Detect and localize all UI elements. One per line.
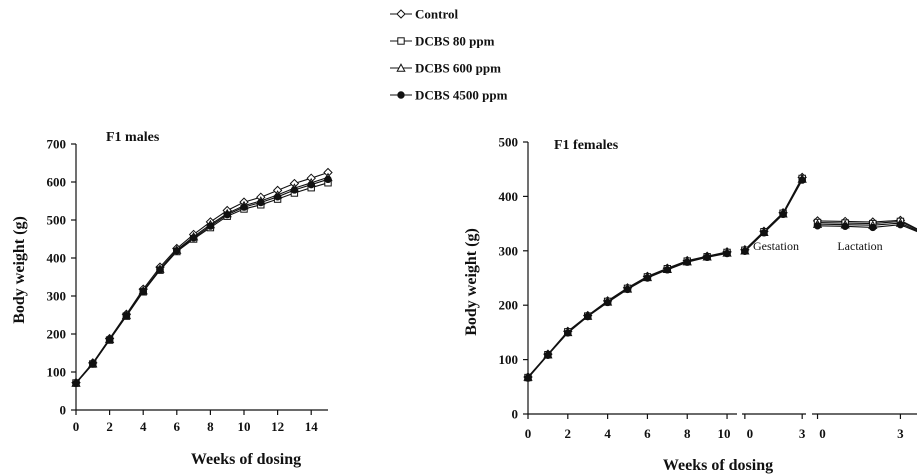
f1-males-point-dcbs-4500-ppm-15	[324, 175, 332, 184]
f1-females-seg1-point-dcbs-4500-ppm-2	[564, 329, 572, 337]
f1-females-seg3-x-tick-label-3: 3	[897, 426, 904, 441]
f1-females-y-tick-label-400: 400	[499, 189, 519, 204]
f1-males-x-tick-label-14: 14	[305, 419, 319, 434]
f1-males-x-axis-label: Weeks of dosing	[191, 451, 301, 468]
f1-females-y-tick-label-200: 200	[499, 298, 519, 313]
f1-females-seg1-point-dcbs-4500-ppm-3	[584, 312, 592, 321]
f1-males-series-line-dcbs-4500-ppm	[75, 178, 329, 384]
f1-females-seg3-x-tick-label-0: 0	[819, 426, 826, 441]
f1-females-seg1-x-tick-label-4: 4	[604, 426, 611, 441]
f1-females-seg2-x-tick-label-3: 3	[799, 426, 806, 441]
f1-females-seg3-point-dcbs-4500-ppm-2	[869, 223, 877, 232]
f1-males-point-dcbs-4500-ppm-3	[122, 312, 131, 320]
f1-males-y-tick-label-300: 300	[47, 289, 67, 304]
f1-males-point-dcbs-4500-ppm-1	[89, 360, 97, 368]
f1-females-seg3-point-dcbs-4500-ppm-0	[813, 222, 822, 230]
f1-females-y-tick-label-500: 500	[499, 135, 519, 150]
f1-females-seg1-series-line-dcbs-80-ppm	[527, 251, 728, 378]
f1-females-seg1-point-dcbs-4500-ppm-9	[703, 253, 711, 262]
f1-males-point-dcbs-4500-ppm-4	[139, 287, 147, 296]
f1-males-x-tick-label-12: 12	[271, 419, 284, 434]
f1-females-seg2-point-dcbs-4500-ppm-3	[798, 176, 806, 184]
f1-males-y-axis-label: Body weight (g)	[11, 216, 28, 324]
f1-males-point-dcbs-4500-ppm-12	[273, 193, 282, 201]
f1-females-chart: F1 females Weeks of dosing Body weight (…	[463, 135, 917, 474]
f1-males-series-line-dcbs-80-ppm	[75, 182, 329, 384]
f1-females-y-tick-label-100: 100	[499, 352, 519, 367]
f1-females-seg3-point-dcbs-4500-ppm-1	[841, 222, 849, 231]
f1-females-x-axis-label: Weeks of dosing	[663, 457, 773, 474]
f1-females-seg1-x-tick-label-10: 10	[718, 426, 731, 441]
f1-males-y-tick-label-0: 0	[60, 403, 67, 418]
gestation-label: Gestation	[753, 239, 799, 253]
f1-females-seg2-point-dcbs-4500-ppm-2	[779, 210, 787, 219]
f1-females-title: F1 females	[554, 138, 619, 153]
f1-males-point-dcbs-4500-ppm-9	[223, 210, 231, 219]
f1-females-seg1-point-dcbs-4500-ppm-7	[663, 266, 672, 274]
f1-females-y-tick-label-300: 300	[499, 243, 519, 258]
f1-males-point-dcbs-4500-ppm-8	[206, 222, 215, 230]
f1-females-seg2-point-dcbs-4500-ppm-1	[760, 229, 768, 237]
f1-males-y-tick-label-200: 200	[47, 327, 67, 342]
legend-label-dcbs-600-ppm: DCBS 600 ppm	[415, 61, 501, 76]
f1-females-seg1-series-line-dcbs-600-ppm	[527, 252, 728, 378]
f1-females-seg1-point-dcbs-4500-ppm-0	[524, 374, 532, 382]
f1-females-seg1-x-tick-label-8: 8	[684, 426, 691, 441]
f1-females-seg1-point-dcbs-4500-ppm-4	[603, 298, 612, 307]
legend-marker-dcbs-600-ppm	[396, 63, 406, 72]
f1-males-point-dcbs-4500-ppm-11	[257, 198, 265, 207]
f1-males-y-tick-label-600: 600	[47, 175, 67, 190]
f1-females-seg1-point-dcbs-4500-ppm-10	[723, 249, 731, 258]
f1-males-x-tick-label-6: 6	[174, 419, 181, 434]
f1-males-point-dcbs-4500-ppm-7	[189, 234, 198, 242]
f1-males-y-tick-label-500: 500	[47, 213, 67, 228]
legend-marker-control	[396, 9, 406, 19]
f1-females-seg1-x-tick-label-2: 2	[565, 426, 572, 441]
legend: Control DCBS 80 ppm DCBS 600 ppm DCBS 4500 …	[390, 7, 508, 103]
f1-females-seg3-point-dcbs-4500-ppm-3	[896, 220, 905, 229]
lactation-label: Lactation	[837, 239, 882, 253]
legend-label-dcbs-4500-ppm: DCBS 4500 ppm	[415, 88, 508, 103]
f1-males-point-dcbs-4500-ppm-2	[105, 336, 114, 344]
f1-females-seg1-point-dcbs-4500-ppm-8	[683, 258, 691, 266]
f1-females-y-tick-label-0: 0	[512, 407, 519, 422]
f1-females-seg1-point-dcbs-4500-ppm-6	[643, 274, 652, 282]
f1-males-point-dcbs-4500-ppm-5	[156, 266, 164, 274]
f1-males-point-dcbs-4500-ppm-14	[307, 180, 315, 189]
f1-males-y-tick-label-100: 100	[47, 365, 67, 380]
f1-males-x-tick-label-8: 8	[207, 419, 214, 434]
legend-label-control: Control	[415, 7, 458, 22]
f1-males-point-dcbs-4500-ppm-10	[240, 203, 248, 211]
f1-males-series-line-dcbs-600-ppm	[75, 176, 329, 384]
f1-males-y-tick-label-400: 400	[47, 251, 67, 266]
f1-females-seg2-x-tick-label-0: 0	[747, 426, 754, 441]
f1-females-seg1-series-line-control	[527, 251, 728, 378]
legend-label-dcbs-80-ppm: DCBS 80 ppm	[415, 34, 495, 49]
f1-males-point-dcbs-4500-ppm-13	[290, 186, 299, 194]
f1-females-seg1-series-line-dcbs-4500-ppm	[527, 252, 728, 379]
f1-females-y-axis-label: Body weight (g)	[463, 228, 480, 336]
f1-males-point-dcbs-4500-ppm-6	[173, 247, 181, 255]
f1-females-seg2-point-dcbs-4500-ppm-0	[741, 247, 749, 256]
f1-males-chart: F1 males Weeks of dosing Body weight (g)…	[11, 130, 333, 468]
f1-males-y-tick-label-700: 700	[47, 137, 67, 152]
f1-females-seg1-x-tick-label-6: 6	[644, 426, 651, 441]
f1-males-point-dcbs-4500-ppm-0	[72, 379, 80, 388]
f1-males-x-tick-label-0: 0	[73, 419, 80, 434]
legend-marker-dcbs-80-ppm	[397, 37, 405, 45]
legend-marker-dcbs-4500-ppm	[397, 91, 405, 99]
f1-males-series-line-control	[75, 171, 329, 383]
f1-females-seg1-x-tick-label-0: 0	[525, 426, 532, 441]
f1-males-x-tick-label-10: 10	[238, 419, 251, 434]
f1-females-seg2-series-line-dcbs-4500-ppm	[744, 179, 803, 252]
f1-males-x-tick-label-2: 2	[106, 419, 113, 434]
f1-males-title: F1 males	[106, 130, 160, 145]
f1-females-seg1-point-dcbs-4500-ppm-1	[544, 351, 552, 359]
f1-females-seg1-point-dcbs-4500-ppm-5	[623, 285, 632, 294]
f1-males-x-tick-label-4: 4	[140, 419, 147, 434]
